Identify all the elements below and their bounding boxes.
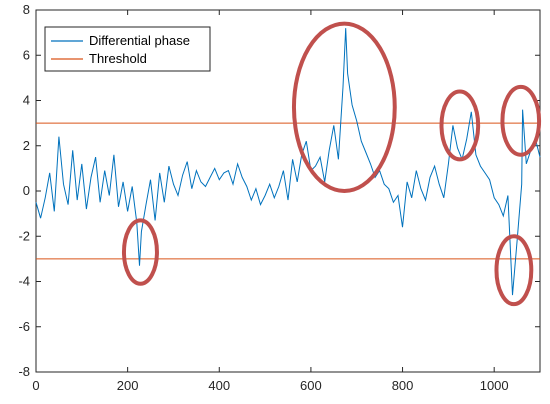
x-tick-label: 400 [208,378,230,393]
x-tick-label: 600 [300,378,322,393]
legend-label-threshold: Threshold [89,51,147,66]
y-tick-label: 0 [23,183,30,198]
x-tick-label: 200 [117,378,139,393]
highlight-ellipse-2 [291,21,397,193]
y-tick-label: 6 [23,47,30,62]
x-tick-label: 1000 [480,378,509,393]
highlight-ellipse-3 [439,89,481,162]
y-tick-label: 4 [23,93,30,108]
highlight-ellipse-1 [121,218,159,286]
y-tick-label: -8 [18,364,30,379]
y-tick-label: -2 [18,228,30,243]
y-tick-label: -4 [18,274,30,289]
x-tick-label: 0 [32,378,39,393]
highlight-ellipse-5 [494,234,534,307]
legend-box [44,26,211,72]
highlight-ellipse-4 [500,84,542,157]
y-tick-label: 8 [23,2,30,17]
y-tick-label: -6 [18,319,30,334]
legend-label-differential-phase: Differential phase [89,33,190,48]
x-tick-label: 800 [392,378,414,393]
y-tick-label: 2 [23,138,30,153]
